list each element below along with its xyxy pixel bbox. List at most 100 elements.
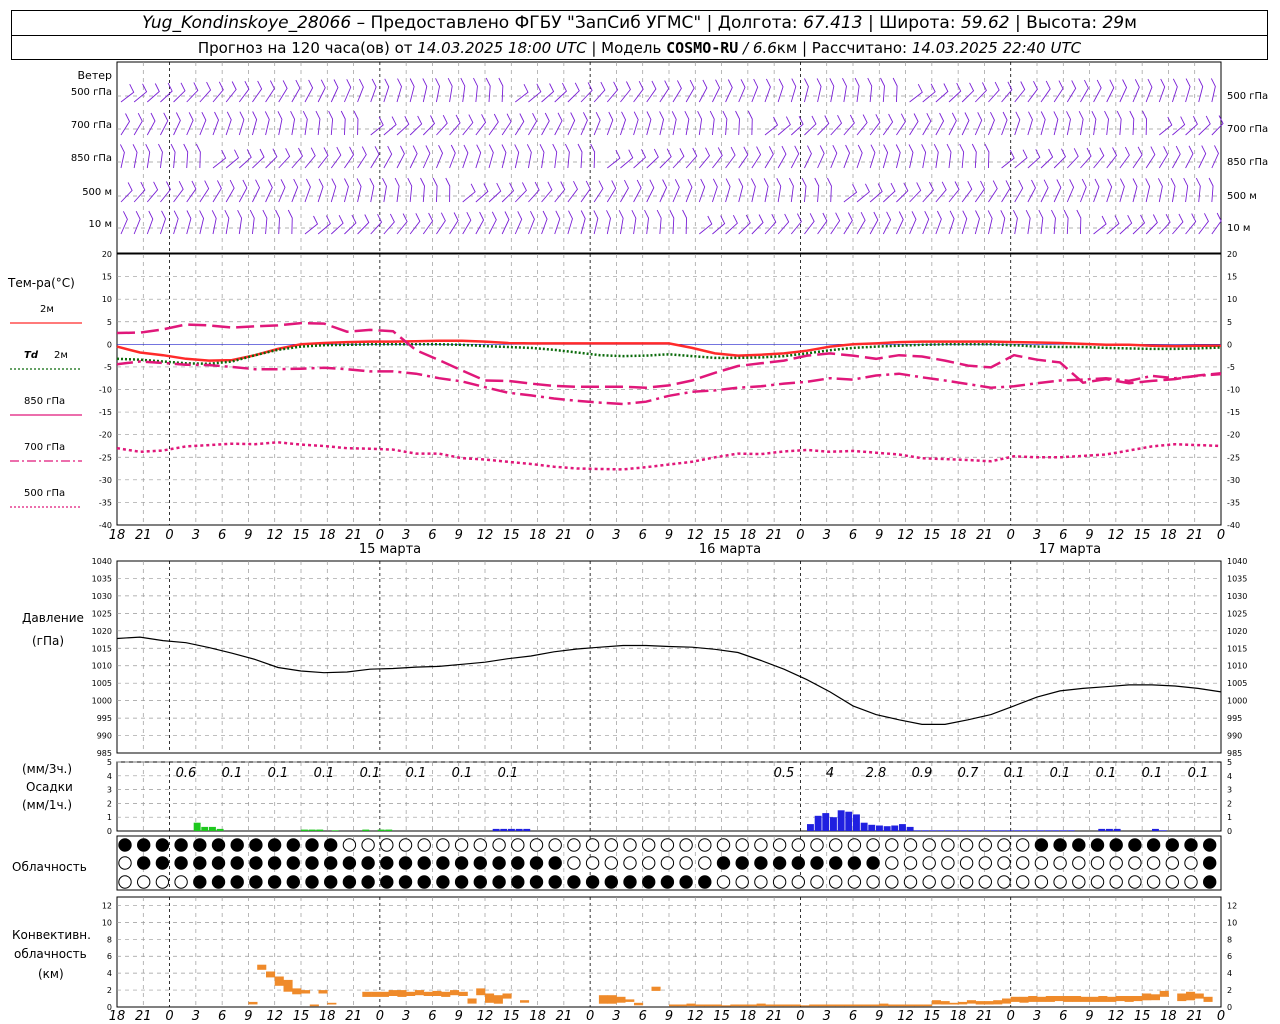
wind-barb xyxy=(1145,178,1151,203)
temp-series-2 xyxy=(116,321,1222,389)
precip-bar xyxy=(968,830,975,831)
wind-barb xyxy=(317,147,329,169)
wind-barb xyxy=(173,180,184,203)
wind-barb xyxy=(1172,116,1186,136)
wind-barb xyxy=(1040,111,1046,136)
wind-barb xyxy=(882,113,894,136)
time-tick: 15 xyxy=(503,1009,520,1024)
wind-barb xyxy=(1014,111,1021,136)
time-tick: 12 xyxy=(897,528,914,543)
wind-barb xyxy=(133,181,146,203)
wind-barb xyxy=(382,177,387,203)
cloud-symbol xyxy=(511,838,525,852)
precip-bar xyxy=(845,811,853,831)
cloud-symbol xyxy=(772,875,787,889)
cloud-symbol xyxy=(1090,838,1105,852)
wind-barb xyxy=(432,177,438,203)
cloud-symbol xyxy=(997,838,1011,852)
cloud-symbol xyxy=(454,856,469,870)
precip-bar xyxy=(868,824,876,831)
cloud-symbol xyxy=(230,875,244,889)
wind-barb xyxy=(1106,79,1115,103)
conv-bar xyxy=(721,1005,731,1007)
wind-barb xyxy=(961,180,973,203)
cloud-symbol xyxy=(829,856,843,870)
wind-barb xyxy=(633,179,642,203)
cloud-symbol xyxy=(941,875,955,889)
precip-bar xyxy=(362,829,370,831)
cloud-symbol xyxy=(1146,875,1161,889)
conv-ytick-right: 4 xyxy=(1227,969,1232,978)
cloud-symbol xyxy=(754,838,768,852)
wind-barb xyxy=(842,77,847,103)
wind-barb xyxy=(790,145,800,169)
cloud-symbol xyxy=(436,875,450,889)
precip-ytick-right: 4 xyxy=(1227,772,1232,781)
time-tick: 3 xyxy=(823,1009,831,1024)
wind-barb xyxy=(1145,214,1158,235)
temp-ytick-right: 0 xyxy=(1227,340,1232,349)
wind-barb xyxy=(867,77,873,103)
precip-bar xyxy=(500,828,508,831)
cloud-symbol xyxy=(959,856,974,870)
wind-barb xyxy=(751,78,759,103)
conv-bar xyxy=(844,1004,854,1007)
wind-barb xyxy=(1080,147,1092,169)
wind-barb xyxy=(790,213,802,235)
conv-bar xyxy=(1010,996,1020,1002)
wind-barb xyxy=(436,144,444,169)
conv-bar xyxy=(1072,996,1082,1002)
wind-barb xyxy=(262,209,268,235)
time-tick: 9 xyxy=(455,1009,463,1024)
wind-barb xyxy=(278,148,291,169)
wind-barb xyxy=(357,146,367,169)
conv-ytick-left: 12 xyxy=(102,901,112,910)
wind-barb xyxy=(498,77,504,103)
wind-barb xyxy=(541,210,548,235)
precip-bar xyxy=(853,814,860,831)
conv-bar xyxy=(888,1004,898,1007)
temp-ytick-left: -10 xyxy=(99,386,112,395)
cloud-symbol xyxy=(529,856,544,870)
wind-barb xyxy=(1198,115,1211,136)
wind-barb xyxy=(935,83,949,103)
wind-barb xyxy=(449,114,461,136)
wind-barb xyxy=(672,80,682,103)
wind-barb xyxy=(869,183,883,203)
conv-bar xyxy=(756,1003,766,1007)
wind-barb xyxy=(817,115,830,136)
cloud-symbol xyxy=(380,875,394,889)
wind-barb xyxy=(843,114,855,136)
wind-barb xyxy=(685,147,698,169)
precip-total: 0.1 xyxy=(222,766,243,781)
wind-barb xyxy=(1211,212,1222,235)
model-name: COSMO-RU xyxy=(666,39,739,57)
wind-barb xyxy=(1040,80,1051,103)
wind-barb xyxy=(1172,145,1181,169)
conv-bar xyxy=(1124,996,1134,1002)
press-ytick-right: 1020 xyxy=(1227,627,1247,636)
conv-bar xyxy=(441,991,451,997)
cloud-symbol xyxy=(810,856,824,870)
wind-barb xyxy=(238,179,248,203)
press-ytick-left: 990 xyxy=(97,732,112,741)
wind-barb xyxy=(567,210,573,235)
cloud-symbol xyxy=(1184,875,1198,889)
wind-barb xyxy=(265,80,275,103)
conv-bar xyxy=(318,990,328,994)
wind-barb xyxy=(264,111,270,136)
press-ytick-right: 1000 xyxy=(1227,697,1247,706)
wind-barb xyxy=(133,210,141,235)
conv-ytick-right: 8 xyxy=(1227,935,1232,944)
cloud-symbol xyxy=(473,856,487,870)
wind-barb xyxy=(251,111,258,136)
conv-bar xyxy=(432,990,442,996)
conv-bar xyxy=(458,991,468,996)
cloud-symbol xyxy=(1128,838,1142,852)
cloud-symbol xyxy=(1016,875,1030,889)
time-tick: 6 xyxy=(639,1009,647,1024)
cloud-symbol xyxy=(660,856,675,870)
cloud-symbol xyxy=(810,875,824,889)
precip-bar xyxy=(523,828,531,831)
wind-barb xyxy=(554,210,561,235)
